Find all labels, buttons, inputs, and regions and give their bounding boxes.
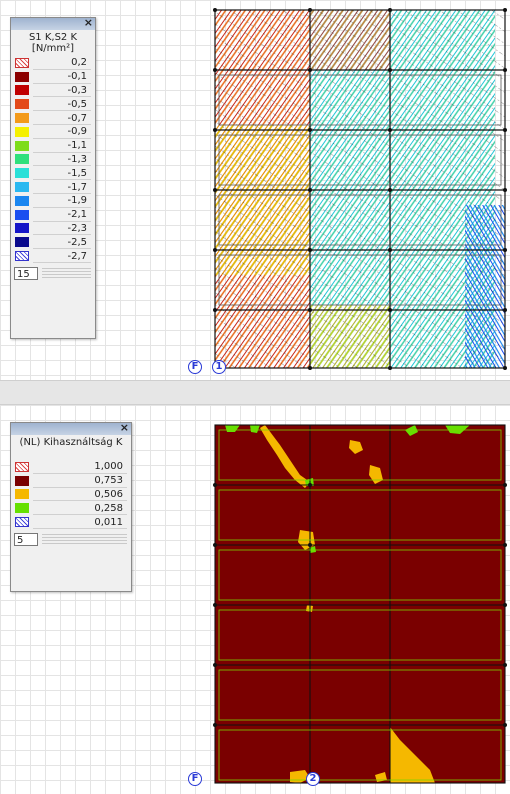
legend-value: 0,506 — [94, 488, 123, 500]
legend-value: 1,000 — [94, 461, 123, 473]
legend-swatch — [15, 475, 29, 486]
legend-value: 0,258 — [94, 502, 123, 514]
legend-titlebar[interactable]: × — [11, 16, 95, 30]
legend-value: -0,3 — [67, 84, 87, 96]
legend-footer: 15 — [11, 266, 95, 282]
legend-swatch — [15, 517, 29, 528]
legend-swatch — [15, 237, 29, 248]
node-marker-2[interactable]: 2 — [306, 772, 320, 786]
legend-value: -1,3 — [67, 153, 87, 165]
legend-row: 0,2 — [11, 56, 95, 70]
legend-swatch — [15, 99, 29, 110]
close-icon[interactable]: × — [119, 421, 129, 434]
legend-value: 0,2 — [71, 57, 87, 69]
legend-row: -0,9 — [11, 125, 95, 139]
color-count-input[interactable]: 5 — [14, 533, 38, 547]
legend-row: -2,5 — [11, 235, 95, 249]
legend-row: -2,3 — [11, 222, 95, 236]
legend-rows: 1,000 0,753 0,506 0,258 0,011 — [11, 460, 131, 529]
legend-row: -1,3 — [11, 153, 95, 167]
legend-row: 0,011 — [11, 515, 131, 529]
legend-value: 0,011 — [94, 516, 123, 528]
legend-value: -2,3 — [67, 222, 87, 234]
legend-swatch — [15, 209, 29, 220]
close-icon[interactable]: × — [83, 16, 93, 29]
support-marker-f[interactable]: F — [188, 772, 202, 786]
legend-swatch — [15, 154, 29, 165]
legend-value: -2,7 — [67, 250, 87, 262]
support-marker-f[interactable]: F — [188, 360, 202, 374]
legend-value: -2,1 — [67, 209, 87, 221]
legend-row: -0,7 — [11, 111, 95, 125]
viewport-splitter[interactable] — [0, 380, 510, 405]
legend-row: -0,1 — [11, 70, 95, 84]
legend-title: S1 K,S2 K [N/mm²] — [11, 30, 95, 56]
legend-title-text: S1 K,S2 K — [28, 32, 78, 43]
color-count-input[interactable]: 15 — [14, 267, 38, 281]
legend-swatch — [15, 126, 29, 137]
legend-row: 0,506 — [11, 488, 131, 502]
color-scale-handle[interactable] — [42, 268, 91, 280]
legend-title: (NL) Kihasználtság K — [11, 435, 131, 450]
legend-value: -1,9 — [67, 195, 87, 207]
legend-row: 0,753 — [11, 474, 131, 488]
legend-rows: 0,2 -0,1 -0,3 -0,5 -0,7 -0,9 -1,1 -1,3 -1,5 -1,7 -… — [11, 56, 95, 263]
legend-swatch — [15, 140, 29, 151]
utilization-legend-panel[interactable]: × (NL) Kihasználtság K 1,000 0,753 0,506 0,… — [10, 422, 132, 592]
stress-trajectory-plot — [213, 8, 507, 370]
legend-value: -1,7 — [67, 181, 87, 193]
legend-title-text: (NL) Kihasználtság K — [19, 437, 123, 448]
utilization-viewport[interactable]: F 2 × (NL) Kihasználtság K 1,000 0,753 0,5… — [0, 405, 510, 794]
legend-swatch — [15, 57, 29, 68]
legend-swatch — [15, 85, 29, 96]
legend-swatch — [15, 113, 29, 124]
legend-swatch — [15, 503, 29, 514]
legend-row: -1,5 — [11, 166, 95, 180]
legend-row: 1,000 — [11, 460, 131, 474]
legend-value: -0,5 — [67, 98, 87, 110]
legend-row: -1,7 — [11, 180, 95, 194]
utilization-plot — [213, 424, 507, 784]
legend-swatch — [15, 489, 29, 500]
legend-row: -0,5 — [11, 97, 95, 111]
legend-row: -2,7 — [11, 249, 95, 263]
legend-swatch — [15, 182, 29, 193]
legend-unit: [N/mm²] — [31, 43, 75, 54]
legend-row: -0,3 — [11, 84, 95, 98]
legend-swatch — [15, 461, 29, 472]
legend-row: 0,258 — [11, 501, 131, 515]
legend-value: 0,753 — [94, 475, 123, 487]
legend-row: -1,1 — [11, 139, 95, 153]
legend-value: -0,1 — [67, 71, 87, 83]
legend-footer: 5 — [11, 532, 131, 548]
legend-swatch — [15, 223, 29, 234]
legend-value: -2,5 — [67, 236, 87, 248]
legend-swatch — [15, 195, 29, 206]
legend-swatch — [15, 251, 29, 262]
legend-swatch — [15, 168, 29, 179]
legend-value: -0,7 — [67, 112, 87, 124]
legend-value: -1,5 — [67, 167, 87, 179]
legend-row: -2,1 — [11, 208, 95, 222]
node-marker-1[interactable]: 1 — [212, 360, 226, 374]
legend-value: -1,1 — [67, 140, 87, 152]
legend-titlebar[interactable]: × — [11, 421, 131, 435]
color-scale-handle[interactable] — [42, 534, 127, 546]
legend-value: -0,9 — [67, 126, 87, 138]
stress-viewport[interactable]: F 1 × S1 K,S2 K [N/mm²] 0,2 -0,1 -0,3 -0,5 -… — [0, 0, 510, 380]
legend-swatch — [15, 71, 29, 82]
legend-row: -1,9 — [11, 194, 95, 208]
stress-legend-panel[interactable]: × S1 K,S2 K [N/mm²] 0,2 -0,1 -0,3 -0,5 -0,7 -… — [10, 17, 96, 339]
